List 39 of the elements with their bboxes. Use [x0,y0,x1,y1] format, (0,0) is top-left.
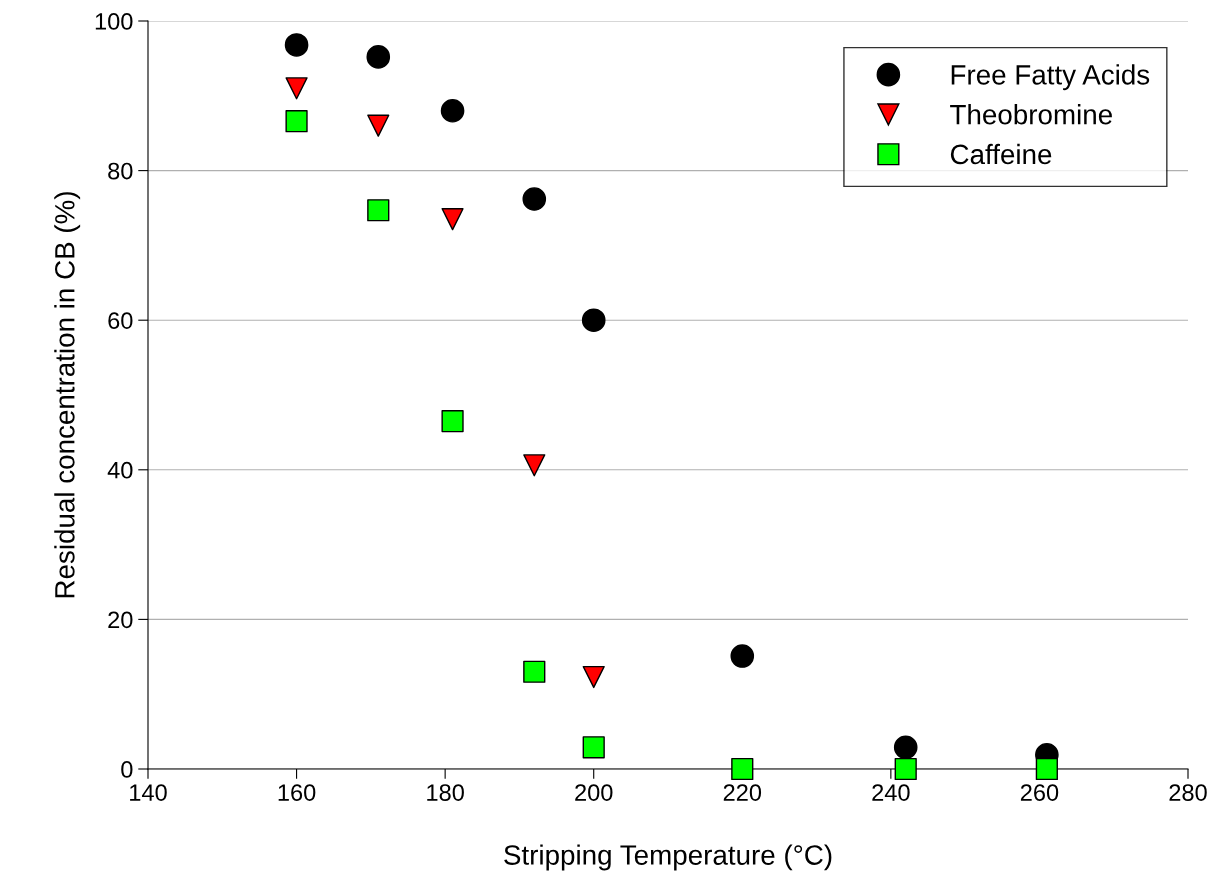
x-tick-label: 200 [575,784,613,801]
point [893,735,918,760]
x-tick-label: 160 [278,784,316,801]
point [366,45,391,69]
legend-label: Caffeine [950,143,1052,165]
point [285,77,308,100]
point [367,199,390,222]
y-axis-title: Residual concentration in CB (%) [54,192,81,598]
point [582,665,605,689]
point [894,757,917,781]
point [730,644,755,668]
x-axis-title: Stripping Temperature (°C) [504,844,832,871]
x-tick-label: 140 [130,784,167,801]
y-tick-label: 20 [108,611,133,629]
x-tick-label: 240 [872,784,910,801]
x-tick-label: 280 [1169,784,1207,801]
y-tick-label: 100 [95,13,133,30]
point [440,98,465,123]
point [441,410,464,433]
point [523,454,546,477]
x-tick-label: 180 [427,784,464,801]
point [285,110,308,133]
legend-label: Free Fatty Acids [951,64,1150,91]
point [441,208,464,231]
x-tick-label: 220 [723,784,762,801]
point [284,33,309,57]
y-tick-label: 80 [108,162,133,180]
y-tick-label: 60 [108,312,133,329]
point [523,660,546,683]
point [522,187,547,211]
point [1035,757,1058,781]
y-tick-label: 40 [107,461,133,479]
x-tick-label: 260 [1020,784,1059,801]
point [367,114,390,137]
point [582,736,605,759]
legend-label: Theobromine [950,104,1112,125]
point [581,308,606,333]
point [731,757,754,781]
y-tick-label: 0 [121,761,133,778]
